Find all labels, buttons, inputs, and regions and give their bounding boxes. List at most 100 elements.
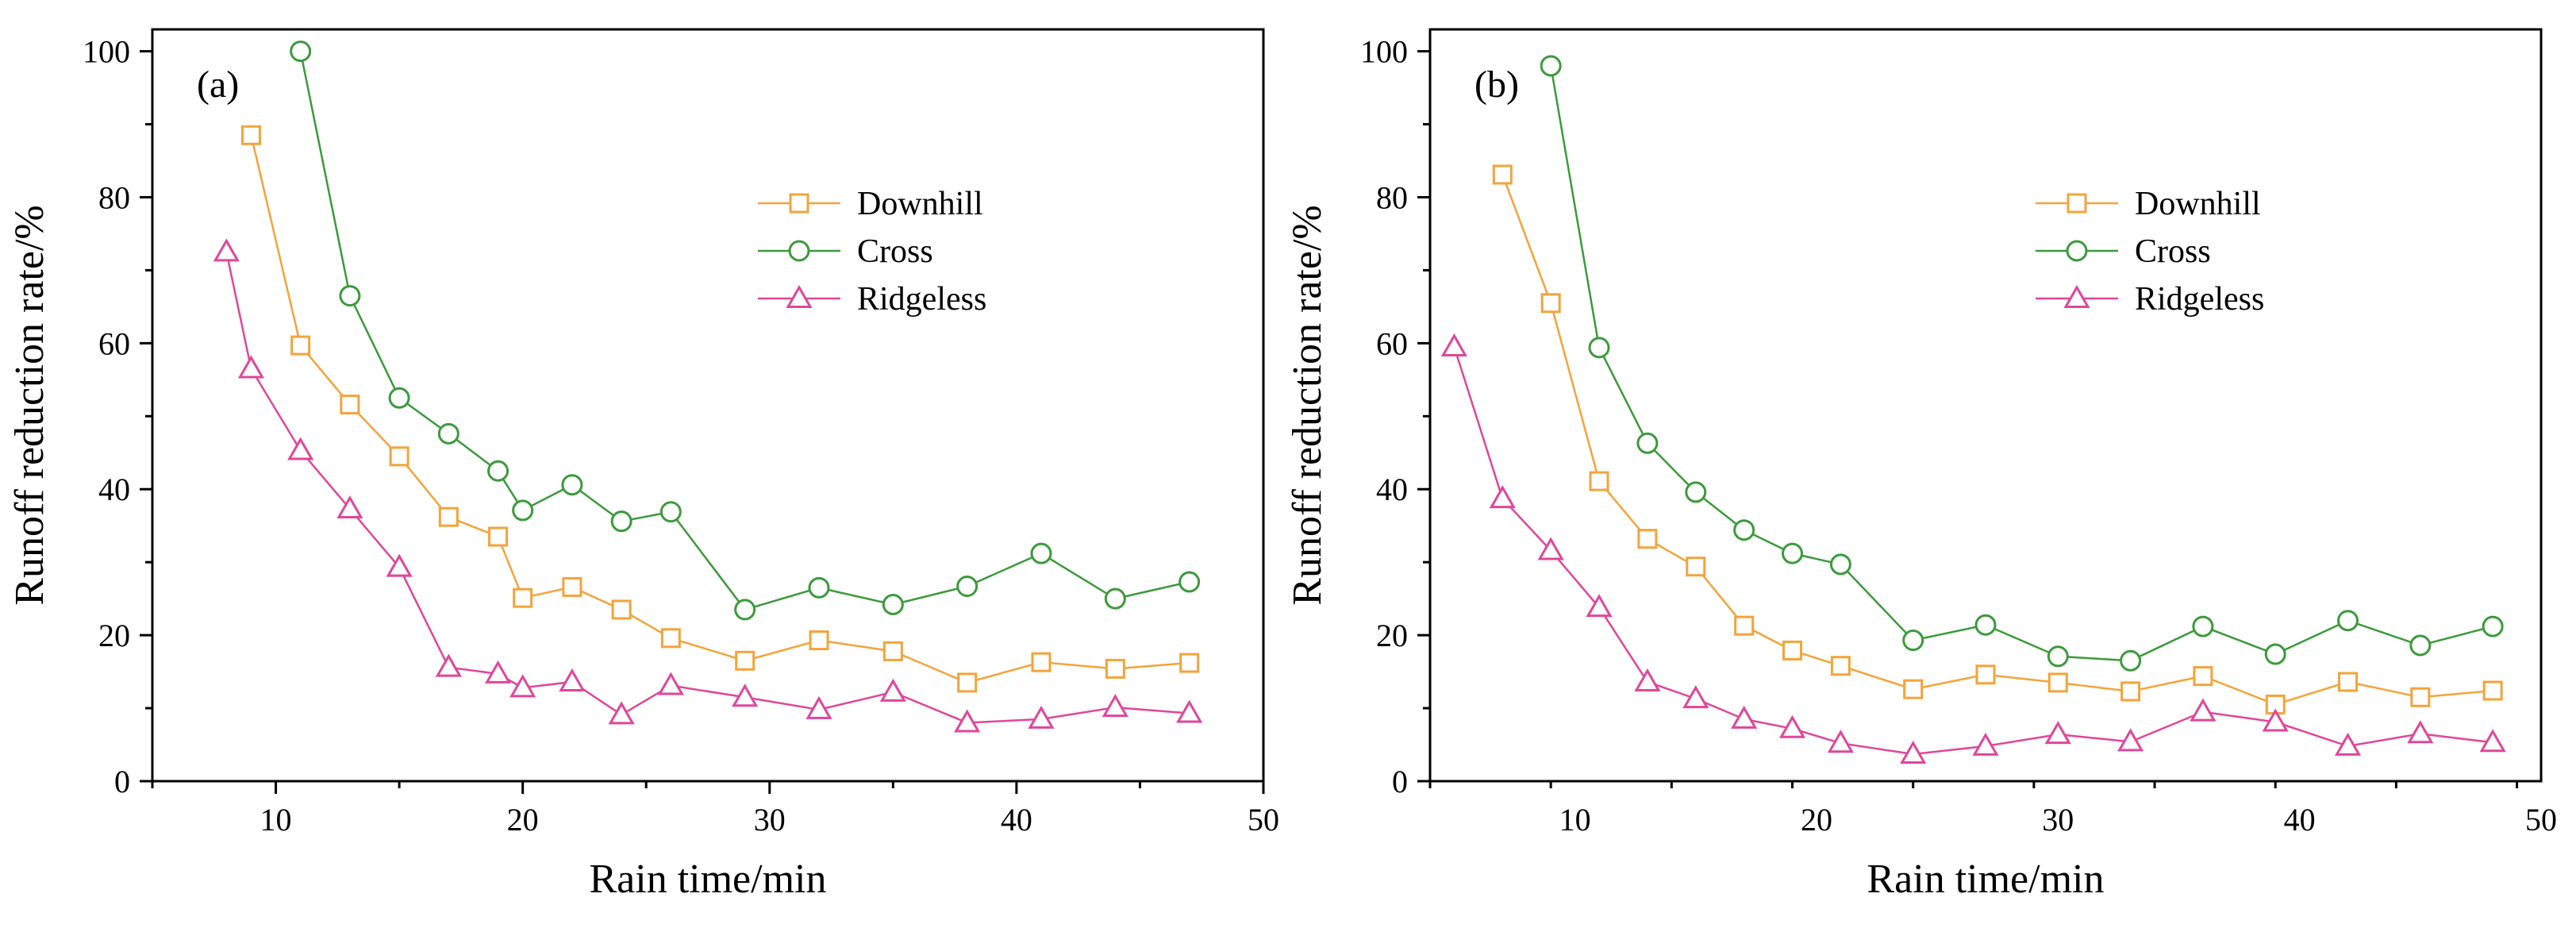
- data-point-downhill: [1492, 164, 1513, 185]
- y-tick-label: 40: [1376, 472, 1408, 507]
- data-point-ridgeless: [336, 495, 363, 519]
- data-point-downhill: [611, 599, 632, 620]
- data-point-cross: [2409, 634, 2432, 657]
- x-tick-label: 30: [2042, 802, 2074, 838]
- legend-marker-cross: [2066, 240, 2088, 262]
- y-tick-label: 40: [98, 472, 130, 507]
- data-point-cross: [290, 40, 312, 63]
- series-downhill: [1492, 164, 2503, 714]
- data-point-cross: [1540, 55, 1562, 77]
- data-point-cross: [1685, 481, 1707, 503]
- y-tick-label: 20: [98, 618, 130, 653]
- series-cross: [1540, 55, 2504, 672]
- data-point-ridgeless: [1972, 732, 1999, 756]
- data-point-cross: [1974, 614, 1997, 636]
- data-point-downhill: [1637, 529, 1658, 549]
- series-downhill: [240, 125, 1200, 693]
- data-point-downhill: [1589, 471, 1609, 491]
- y-tick-label: 80: [1376, 179, 1408, 215]
- data-point-cross: [561, 474, 583, 496]
- series-ridgeless: [213, 238, 1203, 733]
- data-point-ridgeless: [732, 684, 759, 707]
- legend: Downhill Cross Ridgeless: [2036, 186, 2264, 318]
- data-point-downhill: [1105, 658, 1125, 679]
- data-point-downhill: [290, 335, 311, 356]
- data-point-downhill: [1975, 664, 1996, 685]
- legend-label-downhill: Downhill: [2135, 186, 2261, 222]
- data-point-cross: [1030, 542, 1052, 564]
- legend-label-ridgeless: Ridgeless: [857, 281, 986, 318]
- data-point-downhill: [2410, 687, 2431, 707]
- data-point-cross: [734, 599, 756, 621]
- data-point-downhill: [1031, 652, 1052, 672]
- data-point-ridgeless: [1731, 705, 1758, 729]
- data-point-downhill: [1540, 293, 1561, 314]
- data-point-ridgeless: [608, 701, 635, 725]
- legend: Downhill Cross Ridgeless: [758, 186, 986, 318]
- legend-marker-downhill: [2067, 193, 2087, 214]
- data-point-cross: [339, 285, 361, 307]
- data-point-ridgeless: [484, 660, 512, 684]
- data-point-ridgeless: [1586, 594, 1613, 618]
- x-tick-label: 40: [2284, 802, 2316, 838]
- data-point-downhill: [660, 628, 681, 649]
- data-point-ridgeless: [237, 355, 265, 379]
- data-point-ridgeless: [1634, 668, 1661, 691]
- data-point-downhill: [2193, 666, 2213, 687]
- y-tick-label: 20: [1376, 618, 1408, 653]
- data-point-cross: [1902, 630, 1924, 652]
- series-line-cross: [1549, 65, 2493, 662]
- data-point-downhill: [340, 395, 360, 415]
- data-point-cross: [1782, 542, 1804, 564]
- legend-label-cross: Cross: [2135, 233, 2211, 270]
- data-point-downhill: [2338, 672, 2359, 692]
- panel-label: (b): [1474, 64, 1519, 106]
- data-point-ridgeless: [1440, 333, 1468, 356]
- legend-label-cross: Cross: [857, 233, 933, 270]
- data-point-ridgeless: [1682, 685, 1709, 709]
- series-ridgeless: [1440, 333, 2506, 764]
- data-point-ridgeless: [1827, 730, 1854, 753]
- data-point-downhill: [1782, 640, 1803, 660]
- data-point-cross: [610, 510, 632, 533]
- data-point-downhill: [735, 650, 755, 671]
- y-tick-label: 60: [98, 325, 130, 361]
- y-tick-label: 80: [98, 179, 130, 215]
- legend-label-ridgeless: Ridgeless: [2135, 281, 2264, 318]
- x-tick-label: 10: [1559, 802, 1591, 838]
- data-point-cross: [1104, 587, 1126, 610]
- data-point-ridgeless: [2407, 720, 2434, 744]
- data-point-downhill: [513, 587, 533, 608]
- x-tick-label: 50: [2525, 802, 2557, 838]
- data-point-downhill: [809, 630, 829, 651]
- data-point-downhill: [1830, 656, 1851, 676]
- data-point-ridgeless: [509, 674, 536, 698]
- data-point-ridgeless: [287, 437, 314, 460]
- data-point-downhill: [1734, 615, 1755, 636]
- data-point-ridgeless: [954, 709, 981, 733]
- data-point-downhill: [1179, 653, 1200, 673]
- data-point-cross: [1178, 571, 1201, 593]
- y-axis-title: Runoff reduction rate/%: [7, 205, 52, 605]
- chart-panel-a: 10 20 30 40 50 0 20 40 60 80 100 Rain time/min Runof…: [7, 28, 1279, 902]
- y-tick-label: 60: [1376, 325, 1408, 361]
- data-point-ridgeless: [559, 668, 586, 691]
- series-line-downhill: [250, 135, 1190, 684]
- data-point-ridgeless: [1900, 740, 1927, 764]
- data-point-cross: [2192, 615, 2214, 637]
- legend-marker-ridgeless: [786, 284, 813, 308]
- data-point-cross: [956, 576, 978, 598]
- data-point-ridgeless: [2117, 728, 2144, 752]
- data-point-cross: [1829, 553, 1851, 576]
- data-point-cross: [2264, 643, 2286, 665]
- data-point-ridgeless: [1176, 699, 1203, 723]
- data-point-downhill: [562, 576, 582, 597]
- data-point-downhill: [1686, 557, 1706, 577]
- data-point-cross: [2047, 645, 2069, 668]
- plot-frame: [151, 28, 1265, 783]
- y-axis-title: Runoff reduction rate/%: [1285, 205, 1330, 605]
- data-point-ridgeless: [2334, 732, 2362, 756]
- data-point-cross: [1733, 519, 1755, 541]
- series-cross: [290, 40, 1201, 621]
